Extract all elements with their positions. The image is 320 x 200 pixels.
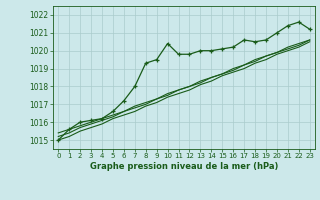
X-axis label: Graphe pression niveau de la mer (hPa): Graphe pression niveau de la mer (hPa) <box>90 162 278 171</box>
